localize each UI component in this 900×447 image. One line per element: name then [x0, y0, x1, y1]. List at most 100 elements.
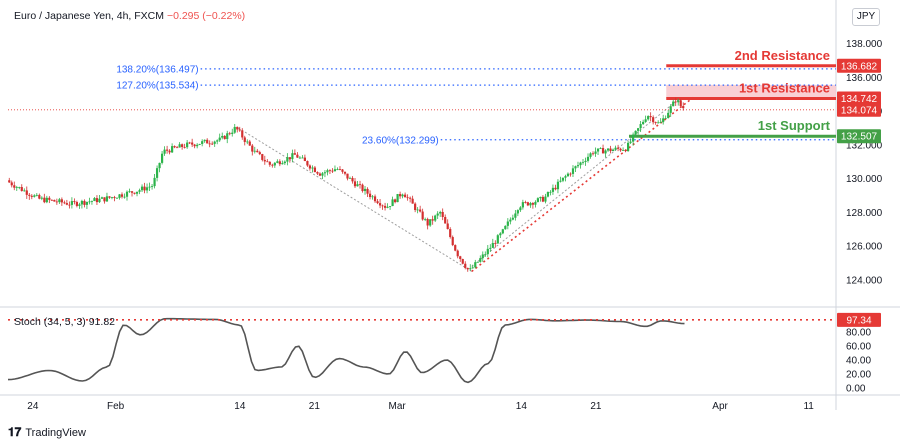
candle-up [416, 209, 419, 211]
candle-down [674, 101, 677, 103]
candle-up [642, 121, 645, 125]
candle-down [679, 100, 682, 107]
candle-up [599, 148, 602, 149]
candle-up [371, 196, 374, 198]
candle-down [65, 203, 68, 205]
candle-up [80, 200, 84, 205]
candle-up [499, 233, 502, 236]
candle-up [471, 267, 474, 269]
candle-up [611, 149, 615, 152]
tradingview-logo[interactable]: 𝟏𝟕 TradingView [8, 425, 86, 440]
candle-down [361, 184, 364, 192]
price-tick-label: 128.000 [846, 208, 883, 219]
candle-up [564, 176, 567, 178]
candle-up [158, 162, 161, 169]
candle-down [63, 202, 66, 204]
candle-up [566, 173, 570, 177]
candle-up [596, 148, 600, 152]
candle-down [25, 190, 28, 195]
candle-up [476, 261, 479, 263]
candle-up [216, 140, 219, 142]
candle-up [186, 142, 189, 148]
candle-down [130, 191, 134, 193]
candle-up [138, 190, 141, 192]
candle-down [73, 201, 76, 203]
candle-up [321, 173, 324, 176]
candle-down [421, 211, 424, 220]
candle-up [424, 219, 427, 220]
candle-up [396, 194, 399, 203]
candle-down [306, 161, 309, 166]
candle-down [28, 194, 31, 196]
candle-down [258, 152, 261, 155]
candle-down [541, 196, 545, 202]
candle-down [682, 106, 685, 109]
candle-up [664, 118, 667, 119]
candle-down [328, 170, 332, 172]
candle-up [672, 101, 675, 107]
candle-down [211, 143, 214, 145]
candle-down [404, 194, 407, 198]
candle-up [511, 217, 514, 220]
candle-up [639, 124, 642, 129]
time-tick-label: 14 [234, 401, 246, 412]
candle-down [181, 144, 184, 147]
stoch-level-label: 97.34 [846, 315, 871, 326]
candle-up [401, 194, 404, 197]
level-price-label: 134.742 [841, 94, 878, 105]
candle-up [78, 204, 81, 206]
candle-down [143, 186, 146, 191]
candle-down [411, 198, 414, 204]
candle-up [85, 201, 89, 205]
price-tick-label: 132.000 [846, 140, 883, 151]
candle-up [123, 196, 126, 198]
swing-down-line [237, 127, 472, 272]
candle-up [584, 160, 587, 162]
candle-up [574, 166, 577, 169]
candle-up [326, 170, 329, 173]
candle-up [323, 172, 327, 174]
price-change: −0.295 (−0.22%) [166, 10, 246, 22]
candle-down [238, 129, 241, 131]
candle-up [58, 199, 61, 203]
candle-up [231, 132, 234, 134]
candle-down [624, 149, 627, 152]
candle-down [308, 165, 312, 169]
candle-down [165, 149, 169, 151]
candle-up [301, 157, 304, 159]
candle-up [604, 150, 607, 154]
candle-down [649, 116, 652, 118]
candle-up [391, 199, 394, 207]
time-tick-label: 14 [516, 401, 528, 412]
candle-down [431, 219, 434, 221]
candle-up [35, 194, 38, 196]
candle-down [191, 142, 194, 145]
candle-up [90, 200, 94, 202]
candle-up [276, 161, 279, 163]
candle-up [576, 165, 580, 167]
candle-up [153, 177, 156, 187]
candle-down [353, 181, 357, 187]
candle-down [266, 161, 269, 163]
support-name: 1st Support [758, 118, 831, 133]
candle-down [256, 150, 259, 153]
candle-down [53, 199, 56, 202]
candle-down [449, 229, 452, 238]
candle-up [356, 184, 359, 187]
candle-up [171, 146, 174, 153]
candle-up [203, 139, 206, 142]
candle-down [168, 150, 171, 153]
price-tick-label: 126.000 [846, 242, 883, 253]
candle-up [579, 162, 582, 166]
fib-label: 127.20%(135.534) [116, 81, 198, 92]
candle-down [103, 197, 106, 202]
candle-up [386, 206, 389, 208]
candle-down [616, 147, 620, 149]
fib-label: 138.20%(136.497) [116, 64, 198, 75]
level-price-tag: 132.507 [837, 129, 881, 144]
currency-button[interactable]: JPY [852, 8, 880, 26]
candle-up [118, 194, 121, 198]
candle-down [426, 219, 429, 226]
candle-down [406, 197, 409, 199]
candle-up [606, 148, 610, 151]
